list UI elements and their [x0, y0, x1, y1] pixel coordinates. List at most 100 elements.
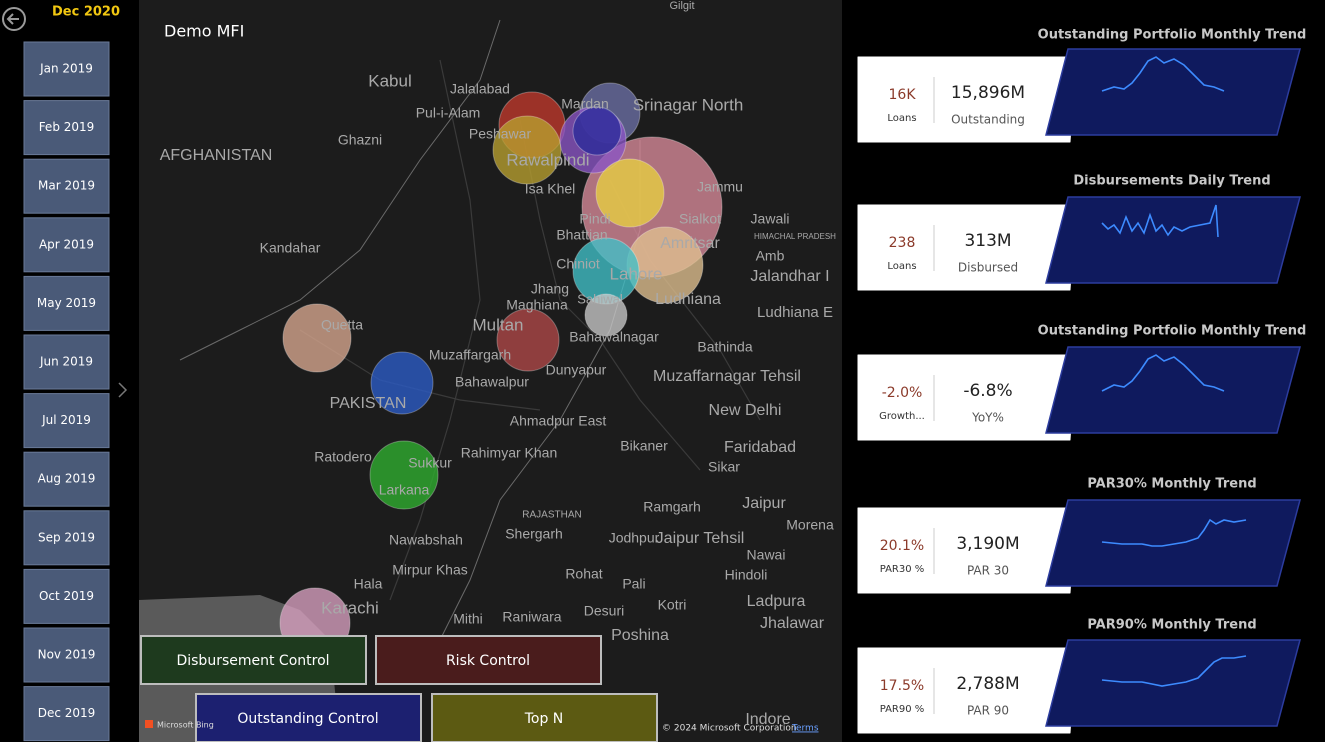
month-label: Nov 2019: [38, 648, 96, 662]
left-value: 20.1%: [880, 538, 924, 554]
back-button[interactable]: [2, 7, 26, 31]
map-label: Lahore: [610, 264, 663, 283]
button-label: Top N: [524, 711, 564, 727]
map-label: Kandahar: [260, 240, 321, 256]
map-label: Indore: [745, 711, 790, 728]
map-bubble[interactable]: [492, 115, 562, 185]
map-label: Bathinda: [697, 339, 752, 355]
month-button[interactable]: [23, 217, 110, 273]
month-button[interactable]: [23, 393, 110, 449]
card-title: Outstanding Portfolio Monthly Trend: [1038, 324, 1307, 339]
right-label: YoY%: [971, 411, 1004, 425]
month-button[interactable]: [23, 275, 110, 331]
card-panel: [857, 647, 1077, 734]
report-title: Demo MFI: [164, 22, 244, 41]
map-label: Amritsar: [660, 235, 720, 252]
sparkline: [1101, 354, 1225, 392]
trend-panel[interactable]: [1045, 196, 1301, 284]
trend-panel[interactable]: [1045, 48, 1301, 136]
right-label: Disbursed: [958, 261, 1018, 275]
month-button[interactable]: [23, 158, 110, 214]
month-button[interactable]: [23, 100, 110, 156]
left-label: Loans: [887, 261, 916, 272]
bing-logo: [145, 720, 153, 728]
control-button[interactable]: [375, 635, 602, 685]
month-button[interactable]: [23, 568, 110, 624]
map-label: Shergarh: [505, 526, 563, 542]
sparkline: [1101, 56, 1225, 92]
month-button[interactable]: [23, 41, 110, 97]
month-button[interactable]: [23, 451, 110, 507]
map-label: Bhattian: [556, 227, 607, 243]
map-label: Sukkur: [408, 455, 452, 471]
card-title: Disbursements Daily Trend: [1073, 174, 1270, 189]
map-label: Karachi: [321, 598, 379, 617]
map-label: Amb: [756, 248, 785, 264]
map-label: PAKISTAN: [330, 395, 407, 412]
map-label: Isa Khel: [525, 181, 576, 197]
map-bubble[interactable]: [496, 308, 560, 372]
map-label: Jawali: [751, 211, 790, 227]
left-label: PAR30 %: [880, 564, 925, 575]
trend-panel[interactable]: [1045, 346, 1301, 434]
map-bubble[interactable]: [584, 293, 628, 337]
map-labels: Gilgit Kabul Jalalabad Pul-i-Alam Peshawar Ma…: [160, 0, 836, 728]
button-label: Outstanding Control: [237, 711, 378, 727]
map-bubbles: [279, 82, 723, 659]
right-value: 2,788M: [956, 674, 1019, 694]
kpi-cards: Outstanding Portfolio Monthly Trend 16K Lo…: [857, 28, 1307, 734]
left-value: 238: [889, 235, 916, 251]
left-label: Growth...: [879, 411, 925, 422]
map-label: Larkana: [379, 482, 430, 498]
sparkline: [1101, 518, 1247, 547]
control-button[interactable]: [195, 693, 422, 742]
control-button[interactable]: [431, 693, 658, 742]
card-title: PAR90% Monthly Trend: [1087, 618, 1256, 633]
sparkline: [1101, 204, 1219, 238]
map-label: Sialkot: [679, 211, 721, 227]
month-button[interactable]: [23, 627, 110, 683]
map-bubble[interactable]: [282, 303, 352, 373]
card-panel: [857, 204, 1077, 291]
month-button[interactable]: [23, 686, 110, 742]
map-label: Bikaner: [620, 438, 668, 454]
trend-panel[interactable]: [1045, 499, 1301, 587]
map-label: HIMACHAL PRADESH: [754, 232, 836, 241]
month-label: Oct 2019: [39, 589, 94, 603]
bing-text: Microsoft Bing: [157, 721, 214, 730]
trend-panel[interactable]: [1045, 639, 1301, 727]
map-label: Muzaffargarh: [429, 347, 511, 363]
month-label: Apr 2019: [39, 237, 94, 251]
expand-chevron[interactable]: [118, 382, 128, 398]
map-label: Hindoli: [725, 567, 768, 583]
map-bubble[interactable]: [595, 158, 665, 228]
month-label: Jun 2019: [39, 355, 93, 369]
left-label: Loans: [887, 113, 916, 124]
map-label: Ramgarh: [643, 499, 701, 515]
map-label: Bahawalpur: [455, 374, 529, 390]
map-label: Muzaffarnagar Tehsil: [653, 368, 801, 385]
sparkline: [1101, 655, 1247, 687]
month-label: Dec 2019: [38, 706, 96, 720]
control-button[interactable]: [140, 635, 367, 685]
month-button[interactable]: [23, 510, 110, 566]
map-label: Faridabad: [724, 439, 796, 456]
map-bubble[interactable]: [370, 351, 434, 415]
map-label: Quetta: [321, 317, 363, 333]
month-button[interactable]: [23, 334, 110, 390]
left-value: 17.5%: [880, 678, 924, 694]
map-label: Kotri: [658, 597, 687, 613]
card-title: PAR30% Monthly Trend: [1087, 477, 1256, 492]
card-title: Outstanding Portfolio Monthly Trend: [1038, 28, 1307, 43]
map-bubble[interactable]: [572, 106, 622, 156]
right-value: 313M: [964, 231, 1011, 251]
period: Dec 2020: [52, 5, 120, 20]
map-label: AFGHANISTAN: [160, 147, 273, 164]
map-label: Gilgit: [669, 0, 694, 12]
month-label: Jul 2019: [41, 413, 91, 427]
map-bubble[interactable]: [369, 440, 439, 510]
map-label: Poshina: [611, 627, 669, 644]
terms-link[interactable]: Terms: [791, 724, 819, 734]
